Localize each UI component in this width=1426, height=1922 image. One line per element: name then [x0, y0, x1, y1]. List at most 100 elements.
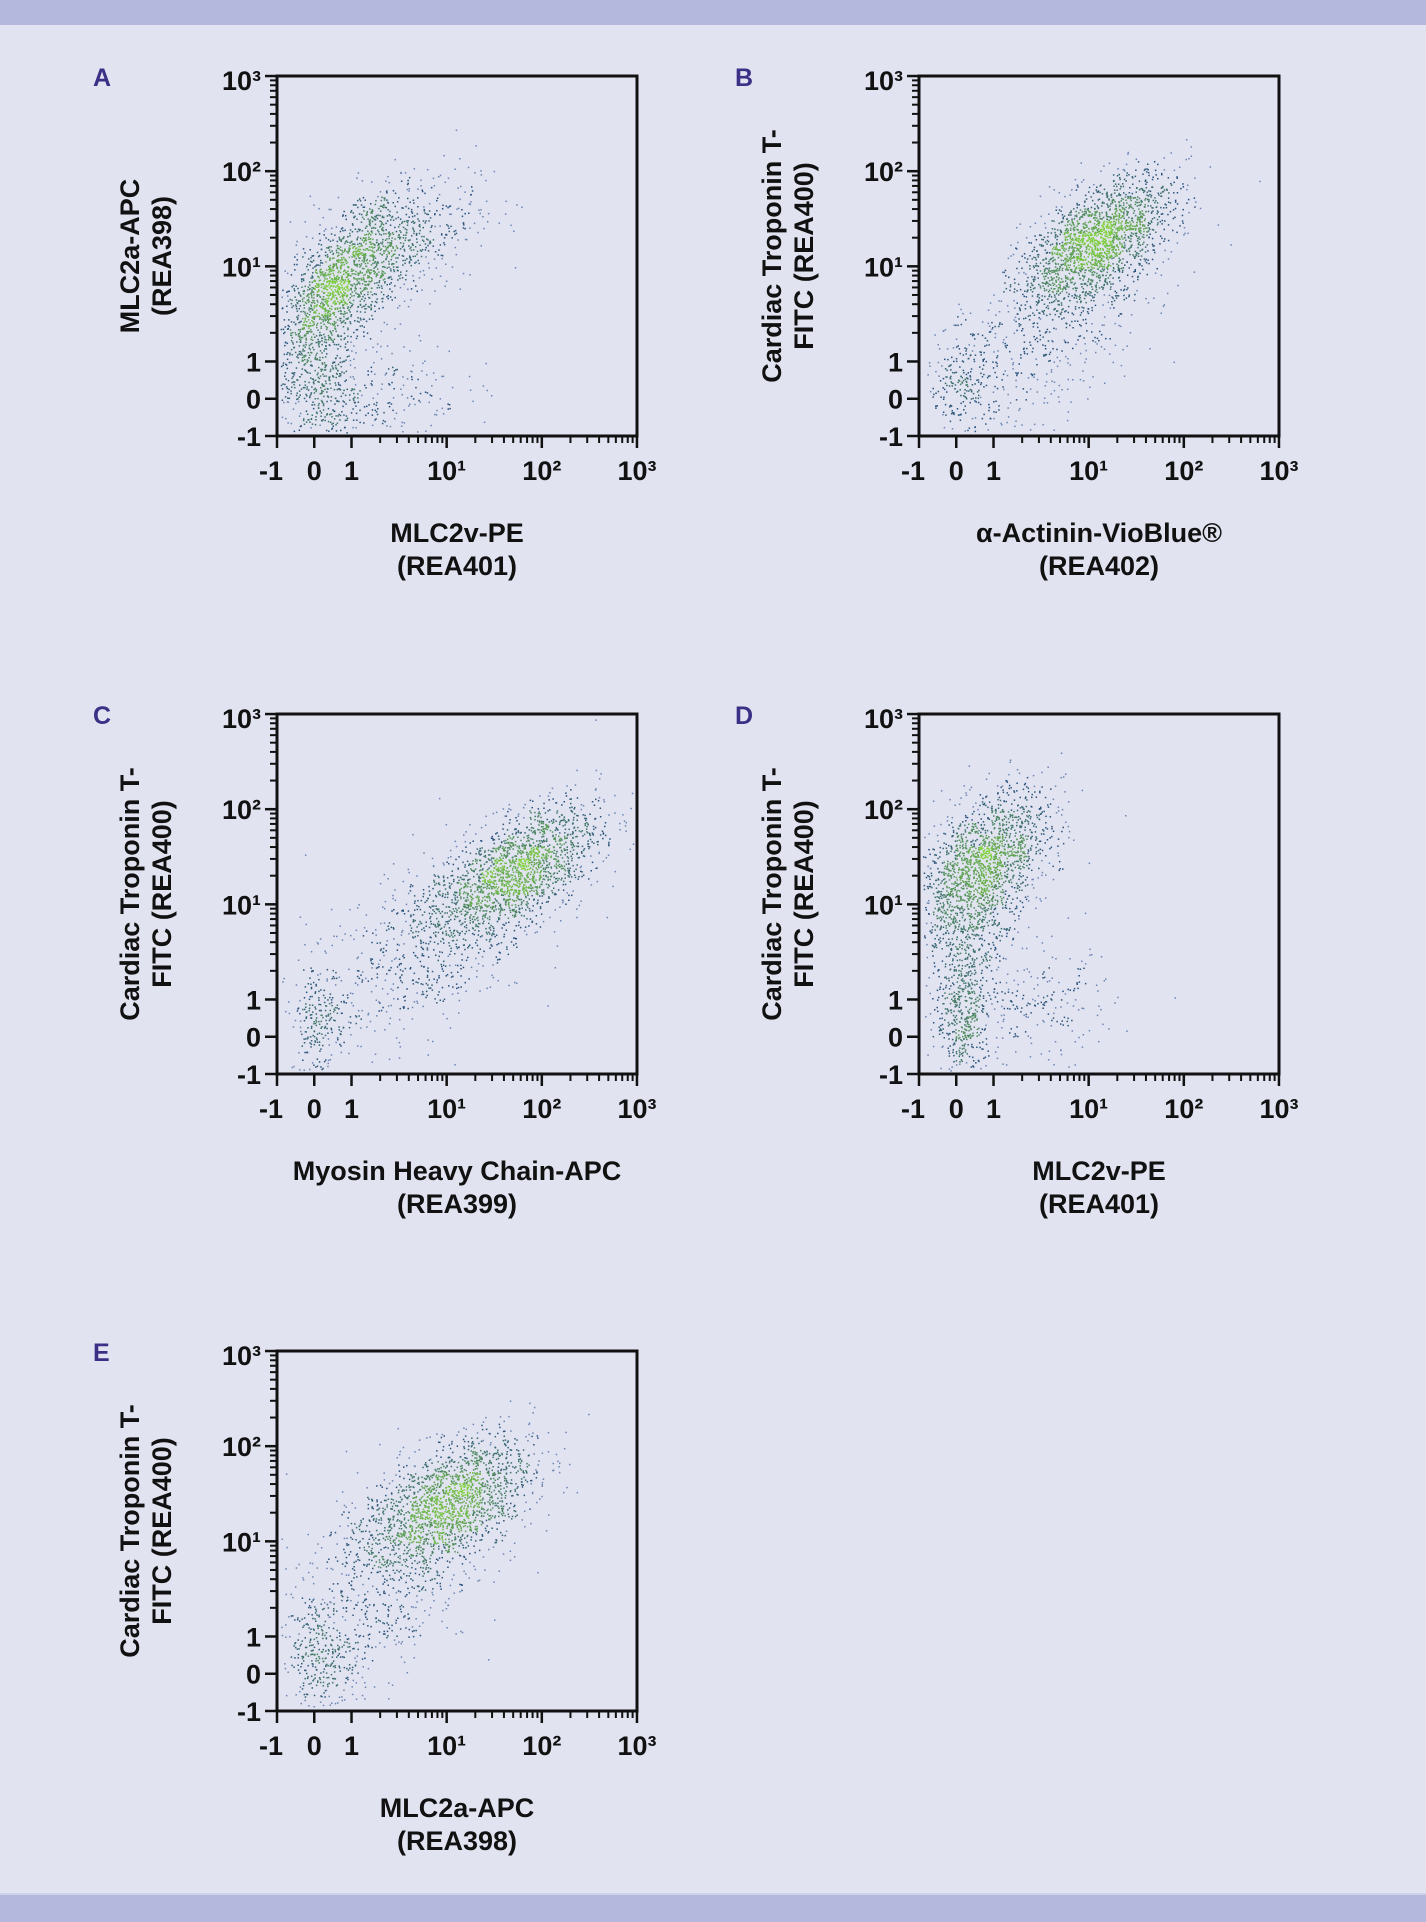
data-point	[975, 431, 977, 433]
data-point	[435, 379, 437, 381]
data-point	[339, 287, 341, 289]
data-point	[393, 234, 395, 236]
data-point	[1093, 241, 1095, 243]
data-point	[1145, 211, 1147, 213]
data-point	[333, 294, 335, 296]
data-point	[389, 238, 391, 240]
data-point	[304, 369, 306, 371]
data-point	[1024, 296, 1026, 298]
data-point	[1064, 234, 1066, 236]
data-point	[332, 283, 334, 285]
data-point	[1076, 189, 1078, 191]
data-point	[389, 211, 391, 213]
data-point	[1091, 331, 1093, 333]
data-point	[1056, 349, 1058, 351]
data-point	[1118, 277, 1120, 279]
data-point	[1140, 250, 1142, 252]
data-point	[359, 390, 361, 392]
data-point	[372, 347, 374, 349]
data-point	[1157, 222, 1159, 224]
data-point	[357, 306, 359, 308]
data-point	[1141, 216, 1143, 218]
data-point	[1064, 215, 1066, 217]
data-point	[422, 240, 424, 242]
data-point	[1092, 268, 1094, 270]
data-point	[321, 326, 323, 328]
data-point	[1070, 241, 1072, 243]
data-point	[1231, 244, 1233, 246]
data-point	[1035, 358, 1037, 360]
data-point	[1138, 205, 1140, 207]
data-point	[341, 366, 343, 368]
data-point	[303, 356, 305, 358]
data-point	[371, 383, 373, 385]
data-point	[1118, 201, 1120, 203]
data-point	[322, 321, 324, 323]
data-point	[1092, 243, 1094, 245]
data-point	[362, 245, 364, 247]
data-point	[1138, 236, 1140, 238]
data-point	[1059, 287, 1061, 289]
data-point	[312, 272, 314, 274]
data-point	[378, 285, 380, 287]
data-point	[384, 421, 386, 423]
data-point	[1129, 221, 1131, 223]
data-point	[1037, 327, 1039, 329]
data-point	[346, 415, 348, 417]
data-point	[967, 386, 969, 388]
data-point	[1110, 203, 1112, 205]
data-point	[1050, 271, 1052, 273]
data-point	[329, 284, 331, 286]
data-point	[963, 370, 965, 372]
data-point	[299, 336, 301, 338]
data-point	[394, 418, 396, 420]
data-point	[329, 308, 331, 310]
data-point	[1099, 287, 1101, 289]
data-point	[282, 383, 284, 385]
data-point	[1148, 263, 1150, 265]
data-point	[1072, 249, 1074, 251]
data-point	[356, 177, 358, 179]
data-point	[374, 283, 376, 285]
data-point	[1067, 358, 1069, 360]
data-point	[309, 397, 311, 399]
data-point	[348, 289, 350, 291]
data-point	[366, 226, 368, 228]
data-point	[988, 410, 990, 412]
data-point	[420, 185, 422, 187]
data-point	[1143, 192, 1145, 194]
data-point	[1164, 304, 1166, 306]
data-point	[350, 229, 352, 231]
data-point	[384, 198, 386, 200]
data-point	[1079, 235, 1081, 237]
data-point	[965, 412, 967, 414]
data-point	[1041, 295, 1043, 297]
data-point	[1067, 277, 1069, 279]
data-point	[293, 408, 295, 410]
data-point	[1144, 190, 1146, 192]
data-point	[965, 384, 967, 386]
data-point	[1084, 224, 1086, 226]
data-point	[1048, 270, 1050, 272]
data-point	[1098, 228, 1100, 230]
data-point	[1116, 219, 1118, 221]
data-point	[1089, 211, 1091, 213]
data-point	[1114, 235, 1116, 237]
data-point	[1093, 226, 1095, 228]
y-axis-title-line: (REA398)	[146, 56, 178, 456]
data-point	[390, 296, 392, 298]
x-tick-label: -1	[259, 456, 283, 486]
data-point	[1080, 325, 1082, 327]
data-point	[365, 227, 367, 229]
data-point	[1083, 179, 1085, 181]
data-point	[415, 285, 417, 287]
data-point	[1108, 302, 1110, 304]
data-point	[952, 385, 954, 387]
data-point	[340, 362, 342, 364]
data-point	[403, 256, 405, 258]
data-point	[1119, 206, 1121, 208]
data-point	[1054, 361, 1056, 363]
data-point	[1016, 375, 1018, 377]
data-point	[364, 312, 366, 314]
data-point	[285, 326, 287, 328]
